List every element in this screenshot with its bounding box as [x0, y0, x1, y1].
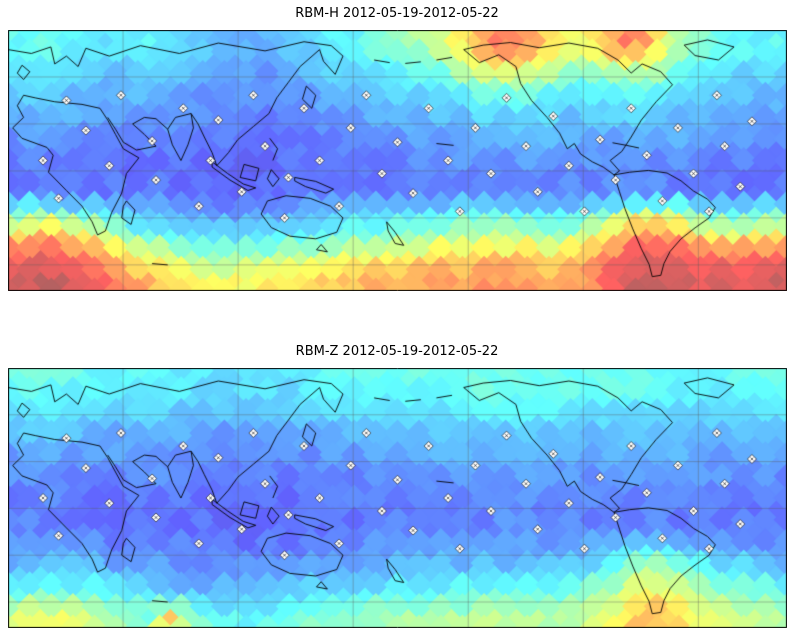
- rbm-h-map: [8, 30, 787, 291]
- rbm-h-title: RBM-H 2012-05-19-2012-05-22: [295, 6, 499, 21]
- rbm-z-map: [8, 368, 787, 628]
- rbm-z-title: RBM-Z 2012-05-19-2012-05-22: [295, 344, 499, 359]
